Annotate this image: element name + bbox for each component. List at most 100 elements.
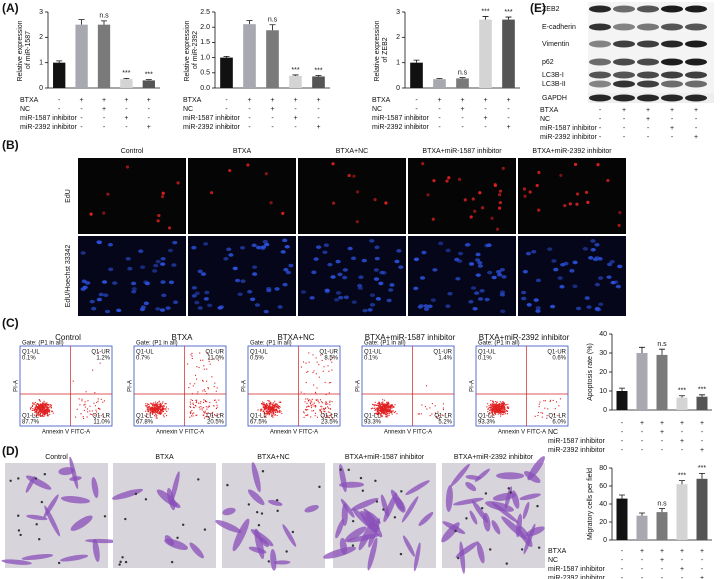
flow-event <box>329 414 332 416</box>
y-tick-label: 60 <box>599 483 607 490</box>
flow-event <box>279 406 281 408</box>
flow-event <box>502 401 504 403</box>
condition-mark: - <box>661 575 664 579</box>
flow-event <box>378 404 380 406</box>
flow-event <box>261 408 263 410</box>
flow-event <box>499 415 502 417</box>
nucleus-blue <box>285 270 292 275</box>
condition-mark: + <box>670 107 674 114</box>
flow-event <box>266 405 269 407</box>
flow-event <box>157 412 159 414</box>
flow-event <box>160 410 162 412</box>
condition-mark: - <box>148 106 151 113</box>
flow-event <box>385 413 387 415</box>
flow-event <box>313 402 315 404</box>
nucleus-blue <box>262 239 268 244</box>
flow-event <box>271 413 273 415</box>
flow-event <box>498 408 500 410</box>
flow-event <box>374 409 376 412</box>
nucleus-red <box>157 213 161 218</box>
condition-mark: - <box>225 115 228 122</box>
flow-event <box>159 411 161 413</box>
flow-event <box>149 412 151 414</box>
nucleus-red <box>563 204 567 208</box>
nucleus-red <box>210 191 214 195</box>
nucleus-blue <box>479 288 485 293</box>
migrated-cell <box>346 533 380 543</box>
flow-event <box>191 410 193 412</box>
flow-event <box>93 402 95 404</box>
flow-event <box>273 406 275 408</box>
condition-mark: - <box>58 106 61 113</box>
nucleus-blue <box>421 250 427 255</box>
nucleus-blue <box>549 304 556 309</box>
flow-gate: Gate: (P1 in all) <box>478 341 520 347</box>
nucleus-blue <box>533 298 539 302</box>
condition-mark: + <box>316 97 320 104</box>
condition-label: miR-1587 inhibitor <box>183 115 240 122</box>
migrated-cell <box>450 463 470 487</box>
condition-mark: - <box>621 557 624 564</box>
nucleus-red <box>501 166 505 171</box>
y-tick-label: 0.5 <box>200 70 210 77</box>
condition-mark: - <box>438 115 441 122</box>
flow-event <box>384 407 386 409</box>
flow-event <box>45 412 47 414</box>
pore <box>119 560 122 564</box>
flow-event <box>489 412 491 414</box>
flow-event <box>151 410 153 412</box>
column-header: BTXA+miR-1587 inhibitor <box>422 148 502 155</box>
flow-event <box>157 411 159 413</box>
flow-event <box>317 400 319 402</box>
nucleus-blue <box>499 290 506 295</box>
flow-event <box>40 405 42 407</box>
flow-event <box>196 414 198 416</box>
flow-event <box>270 402 272 404</box>
flow-event <box>84 406 86 408</box>
nucleus-blue <box>373 277 380 281</box>
flow-event <box>501 414 503 416</box>
quadrant-percent: 23.5% <box>321 420 339 426</box>
flow-event <box>502 411 504 413</box>
migrated-cell <box>44 505 61 537</box>
flow-event <box>494 406 496 408</box>
flow-event <box>308 406 310 408</box>
nucleus-blue <box>131 287 137 291</box>
flow-event <box>391 413 393 415</box>
flow-event <box>46 412 48 414</box>
flow-event <box>497 406 499 408</box>
condition-label: BTXA <box>548 548 567 555</box>
flow-event <box>492 403 494 405</box>
flow-event <box>386 411 388 413</box>
nucleus-blue <box>398 265 404 269</box>
flow-event <box>265 412 268 414</box>
flow-event <box>375 409 377 411</box>
nucleus-blue <box>419 276 426 280</box>
flow-event <box>34 401 36 403</box>
flow-event <box>45 404 47 406</box>
flow-event <box>305 414 307 417</box>
y-tick-label: 40 <box>599 501 607 508</box>
flow-event <box>156 417 158 419</box>
flow-event <box>193 412 195 414</box>
pore <box>489 548 492 551</box>
flow-event <box>317 399 319 401</box>
flow-event <box>377 407 379 409</box>
flow-event <box>306 414 308 416</box>
quadrant-name: Q1-LR <box>206 414 224 420</box>
flow-event <box>386 403 388 405</box>
flow-event <box>39 400 41 402</box>
condition-mark: - <box>294 106 297 113</box>
pore <box>520 548 524 551</box>
migrated-cell <box>465 482 477 492</box>
flow-event <box>207 388 209 390</box>
flow-event <box>42 412 44 414</box>
bar <box>676 484 688 540</box>
flow-event <box>89 405 91 407</box>
flow-event <box>320 411 322 414</box>
flow-event <box>496 406 498 408</box>
flow-event <box>269 406 271 408</box>
flow-event <box>395 411 397 413</box>
flow-event <box>50 405 53 407</box>
pore <box>181 523 185 526</box>
